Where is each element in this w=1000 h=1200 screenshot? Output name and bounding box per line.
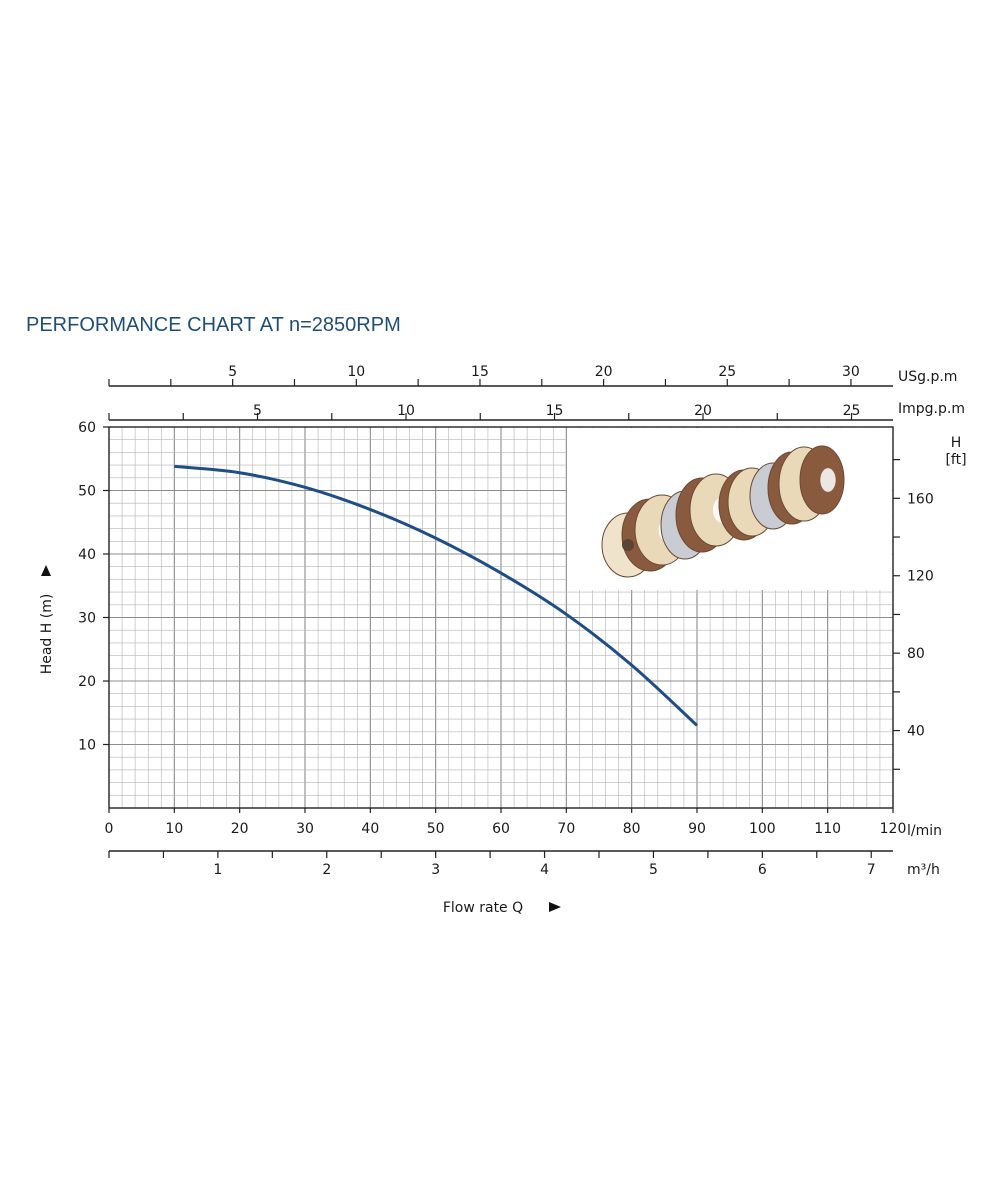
- usgpm-tick-label: 30: [842, 364, 860, 380]
- chart-title: PERFORMANCE CHART AT n=2850RPM: [26, 314, 401, 336]
- series-layer: [174, 464, 699, 727]
- x-tick-label: 60: [492, 821, 510, 837]
- impgpm-tick-label: 25: [843, 403, 861, 419]
- usgpm-tick-label: 20: [595, 364, 613, 380]
- impeller-stages-image: [567, 428, 892, 590]
- y-tick-label: 50: [78, 484, 96, 500]
- impgpm-tick-label: 15: [546, 403, 564, 419]
- m3h-tick-label: 2: [322, 862, 331, 878]
- x-tick-label: 100: [749, 821, 776, 837]
- impeller-hole: [820, 468, 836, 492]
- y-right-tick-label: 160: [907, 491, 934, 507]
- y-tick-label: 40: [78, 547, 96, 563]
- x-tick-label: 30: [296, 821, 314, 837]
- impgpm-tick-label: 20: [694, 403, 712, 419]
- x-tick-label: 90: [688, 821, 706, 837]
- x-unit-impgpm: Impg.p.m: [898, 401, 965, 417]
- x-tick-label: 70: [557, 821, 575, 837]
- m3h-tick-label: 6: [758, 862, 767, 878]
- impgpm-tick-label: 5: [253, 403, 262, 419]
- m3h-tick-label: 3: [431, 862, 440, 878]
- y-right-tick-label: 80: [907, 646, 925, 662]
- x-tick-label: 110: [814, 821, 841, 837]
- usgpm-tick-label: 25: [718, 364, 736, 380]
- y-right-tick-label: 40: [907, 724, 925, 740]
- x-unit-m3h: m³/h: [907, 862, 940, 878]
- y-tick-label: 20: [78, 674, 96, 690]
- y-tick-label: 30: [78, 611, 96, 627]
- x-tick-label: 40: [361, 821, 379, 837]
- usgpm-tick-label: 5: [228, 364, 237, 380]
- y-axis-label: Head H (m): [39, 594, 55, 675]
- y-right-unit-sub: [ft]: [945, 452, 966, 468]
- x-tick-label: 120: [880, 821, 907, 837]
- y-right-unit: H: [951, 435, 962, 451]
- y-arrow-icon: [41, 565, 51, 576]
- y-tick-label: 10: [78, 738, 96, 754]
- x-tick-label: 80: [623, 821, 641, 837]
- axes: [103, 379, 900, 858]
- m3h-tick-label: 1: [213, 862, 222, 878]
- x-arrow-icon: [549, 902, 561, 912]
- m3h-tick-label: 5: [649, 862, 658, 878]
- usgpm-tick-label: 10: [347, 364, 365, 380]
- x-tick-label: 20: [231, 821, 249, 837]
- x-axis-label: Flow rate Q: [443, 900, 523, 916]
- m3h-tick-label: 4: [540, 862, 549, 878]
- series-line: [174, 464, 699, 727]
- x-unit-lmin: l/min: [907, 823, 942, 839]
- x-tick-label: 0: [105, 821, 114, 837]
- y-right-tick-label: 120: [907, 569, 934, 585]
- x-tick-label: 50: [427, 821, 445, 837]
- y-tick-label: 60: [78, 420, 96, 436]
- x-tick-label: 10: [165, 821, 183, 837]
- x-unit-usgpm: USg.p.m: [898, 369, 957, 385]
- impgpm-tick-label: 10: [397, 403, 415, 419]
- m3h-tick-label: 7: [867, 862, 876, 878]
- impeller-hub: [622, 539, 634, 551]
- usgpm-tick-label: 15: [471, 364, 489, 380]
